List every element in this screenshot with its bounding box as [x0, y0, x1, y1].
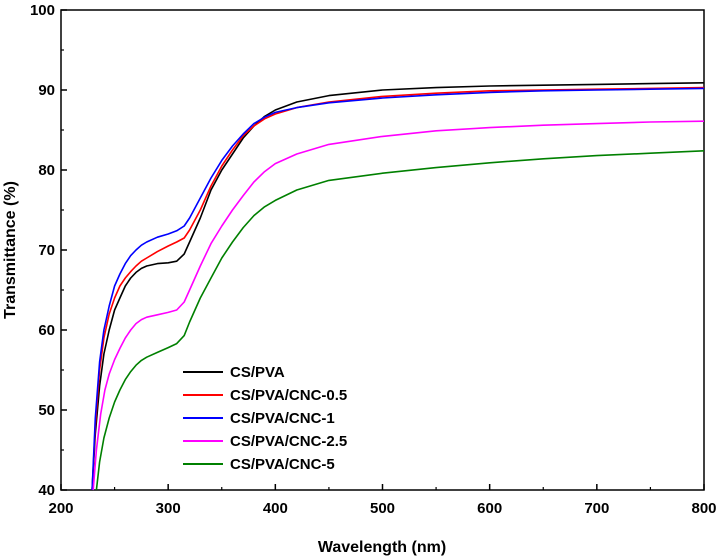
x-tick-label: 800	[691, 500, 716, 517]
plot-frame	[60, 9, 705, 491]
y-tick-label: 70	[38, 242, 55, 259]
legend-label: CS/PVA/CNC-1	[230, 410, 335, 427]
series-line	[95, 150, 705, 491]
legend-label: CS/PVA/CNC-2.5	[230, 433, 347, 450]
series-lines	[91, 82, 705, 491]
series-line	[91, 82, 705, 491]
x-tick-label: 300	[156, 500, 181, 517]
y-tick-label: 60	[38, 322, 55, 339]
x-tick-label: 400	[263, 500, 288, 517]
y-tick-label: 40	[38, 482, 55, 499]
series-line	[91, 87, 705, 491]
series-line	[92, 120, 705, 491]
y-tick-label: 50	[38, 402, 55, 419]
x-tick-label: 200	[48, 500, 73, 517]
x-tick-label: 700	[584, 500, 609, 517]
axis-ticks: 200 300 400 500 600 700 800 40 50 60 70 80 90 100	[30, 2, 717, 517]
y-tick-label: 90	[38, 82, 55, 99]
legend-label: CS/PVA	[230, 364, 285, 381]
x-tick-label: 500	[370, 500, 395, 517]
x-tick-label: 600	[477, 500, 502, 517]
y-tick-label: 80	[38, 162, 55, 179]
legend-label: CS/PVA/CNC-0.5	[230, 387, 347, 404]
legend-label: CS/PVA/CNC-5	[230, 456, 335, 473]
y-tick-label: 100	[30, 2, 55, 19]
x-axis-title: Wavelength (nm)	[318, 539, 446, 556]
y-axis-title: Transmittance (%)	[2, 181, 19, 319]
legend: CS/PVA CS/PVA/CNC-0.5 CS/PVA/CNC-1 CS/PVA/C…	[183, 364, 347, 473]
series-line	[91, 86, 705, 491]
